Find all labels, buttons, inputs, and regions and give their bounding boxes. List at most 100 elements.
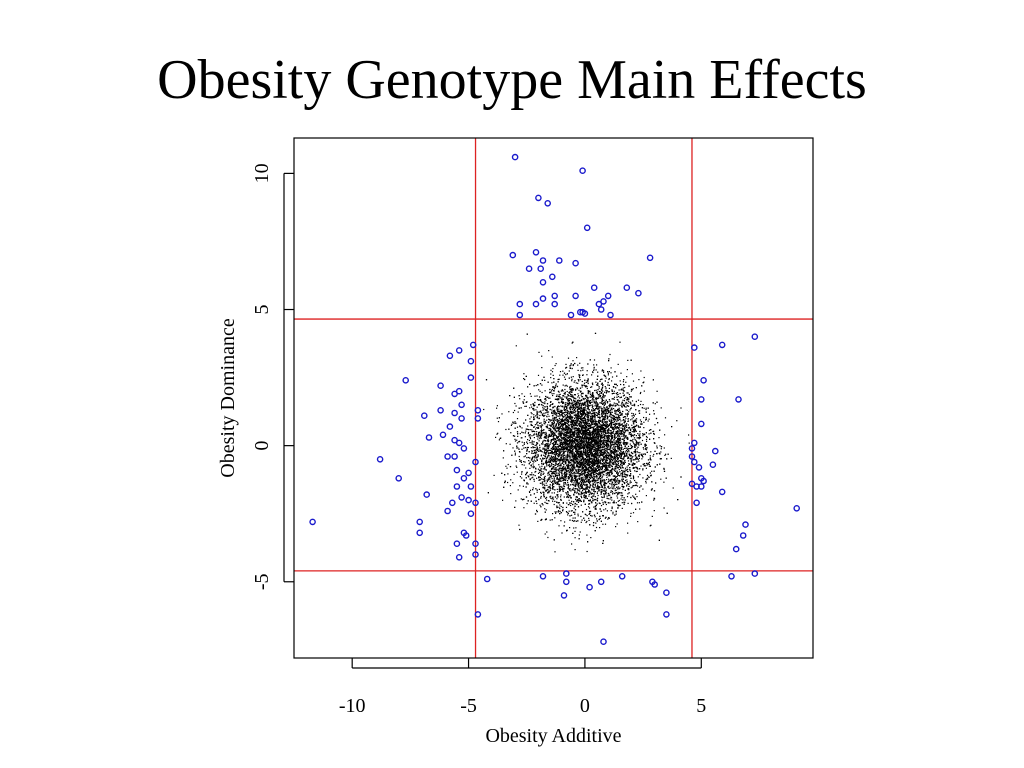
cloud-point <box>628 489 630 491</box>
cloud-point <box>567 411 569 414</box>
cloud-point <box>633 414 635 416</box>
cloud-point <box>510 424 512 426</box>
cloud-point <box>581 403 583 405</box>
cloud-point <box>581 476 583 478</box>
cloud-point <box>616 427 618 429</box>
cloud-point <box>579 466 581 469</box>
cloud-point <box>574 478 577 480</box>
cloud-point <box>649 472 651 474</box>
cloud-point <box>568 441 571 443</box>
cloud-point <box>618 401 620 404</box>
cloud-point <box>529 438 532 440</box>
cloud-point <box>613 390 615 392</box>
cloud-point <box>576 429 578 431</box>
cloud-point <box>602 411 604 413</box>
cloud-point <box>560 390 562 392</box>
cloud-point <box>513 473 515 475</box>
cloud-point <box>571 378 573 380</box>
cloud-point <box>596 438 598 440</box>
cloud-point <box>608 387 610 389</box>
cloud-point <box>575 472 577 474</box>
cloud-point <box>621 430 624 432</box>
cloud-point <box>549 496 551 498</box>
cloud-point <box>603 461 605 463</box>
cloud-point <box>563 476 565 478</box>
cloud-point <box>587 419 589 421</box>
cloud-point <box>585 521 587 524</box>
cloud-point <box>585 462 587 464</box>
cloud-point <box>560 478 562 480</box>
cloud-point <box>560 425 562 427</box>
cloud-point <box>559 374 561 376</box>
cloud-point <box>624 467 627 469</box>
cloud-point <box>580 504 582 506</box>
cloud-point <box>590 386 592 388</box>
cloud-point <box>604 523 607 525</box>
cloud-point <box>591 488 593 490</box>
cloud-point <box>556 398 558 400</box>
cloud-point <box>585 405 587 407</box>
cloud-point <box>594 389 596 392</box>
cloud-point <box>611 482 613 484</box>
cloud-point <box>638 379 640 381</box>
cloud-point <box>531 424 533 427</box>
cloud-point <box>593 432 595 434</box>
cloud-point <box>569 462 571 464</box>
cloud-point <box>578 534 580 536</box>
cloud-point <box>576 453 579 455</box>
cloud-point <box>586 483 588 486</box>
cloud-point <box>586 413 588 415</box>
cloud-point <box>629 409 631 411</box>
cloud-point <box>540 491 542 493</box>
cloud-point <box>622 471 624 473</box>
cloud-point <box>579 362 581 364</box>
cloud-point <box>634 446 636 448</box>
cloud-point <box>628 433 630 435</box>
cloud-point <box>550 377 552 379</box>
cloud-point <box>607 443 609 445</box>
cloud-point <box>547 449 549 451</box>
cloud-point <box>628 474 631 477</box>
cloud-point <box>612 513 614 515</box>
cloud-point <box>586 412 589 414</box>
cloud-point <box>626 447 628 449</box>
cloud-point <box>617 419 619 422</box>
cloud-point <box>550 497 552 499</box>
cloud-point <box>622 387 624 389</box>
cloud-point <box>577 401 579 403</box>
cloud-point <box>552 458 554 460</box>
cloud-point <box>616 385 618 387</box>
cloud-point <box>593 421 595 423</box>
cloud-point <box>562 502 564 504</box>
cloud-point <box>556 415 558 417</box>
cloud-point <box>574 452 576 454</box>
cloud-point <box>558 415 560 417</box>
cloud-point <box>565 506 568 508</box>
cloud-point <box>648 418 650 420</box>
cloud-point <box>626 398 628 400</box>
cloud-point <box>579 481 581 483</box>
cloud-point <box>582 481 584 483</box>
cloud-point <box>605 508 607 510</box>
cloud-point <box>578 399 581 402</box>
cloud-point <box>621 496 623 498</box>
cloud-point <box>628 428 630 430</box>
cloud-point <box>574 511 576 513</box>
cloud-point <box>581 433 583 435</box>
cloud-point <box>645 419 647 421</box>
cloud-point <box>645 449 648 451</box>
cloud-point <box>605 427 607 429</box>
cloud-point <box>631 373 633 375</box>
cloud-point <box>594 418 596 420</box>
cloud-point <box>626 496 629 498</box>
cloud-point <box>583 462 585 464</box>
cloud-point <box>581 416 583 418</box>
cloud-point <box>523 378 525 380</box>
cloud-point <box>568 370 570 372</box>
cloud-point <box>578 389 580 391</box>
cloud-point <box>588 503 590 505</box>
cloud-point <box>625 396 627 398</box>
cloud-point <box>562 425 564 427</box>
cloud-point <box>544 446 546 448</box>
cloud-point <box>545 502 547 504</box>
